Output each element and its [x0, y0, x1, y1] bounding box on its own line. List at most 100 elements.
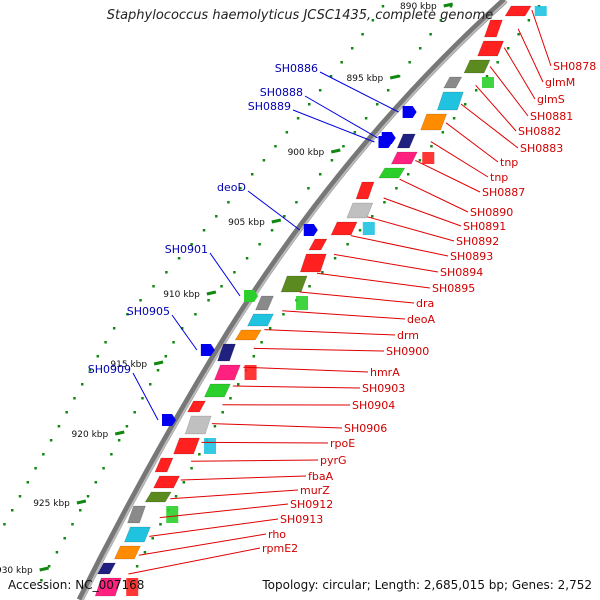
- gene-feature: [127, 505, 146, 524]
- track-dot: [42, 453, 45, 456]
- track-dot: [329, 75, 333, 78]
- red-leader-line: [430, 141, 489, 178]
- gene-label-forward: SH0878: [553, 60, 596, 73]
- track-dot: [182, 481, 186, 484]
- track-dot: [190, 243, 193, 246]
- blue-leader-line: [132, 372, 159, 421]
- gene-feature: [214, 364, 241, 381]
- tick-mark: [114, 430, 125, 436]
- track-dot: [94, 481, 98, 484]
- track-dot: [381, 5, 385, 8]
- red-leader-line: [138, 533, 267, 556]
- track-dot: [63, 537, 66, 540]
- track-dot: [295, 201, 298, 204]
- track-dot: [227, 201, 230, 204]
- genome-backbone: [76, 0, 508, 600]
- track-dot: [156, 369, 160, 372]
- gene-label-reverse: SH0905: [127, 305, 170, 318]
- gene-label-forward: tnp: [500, 156, 518, 169]
- red-leader-line: [460, 103, 519, 149]
- gene-label-reverse: deoD: [217, 181, 246, 194]
- track-dot: [474, 89, 478, 92]
- track-dot: [307, 187, 310, 190]
- gene-label-reverse: SH0889: [248, 100, 291, 113]
- track-dot: [71, 523, 74, 526]
- blue-leader-line: [292, 109, 375, 143]
- track-dot: [180, 327, 184, 330]
- track-dot: [346, 243, 349, 246]
- gene-label-forward: SH0894: [440, 266, 483, 279]
- track-dot: [361, 33, 364, 36]
- red-leader-line: [333, 253, 439, 273]
- gene-feature-outer: [126, 578, 139, 596]
- gene-feature: [247, 313, 274, 327]
- track-dot: [418, 159, 422, 162]
- gene-label-forward: glmM: [545, 76, 575, 89]
- gene-label-forward: drm: [397, 329, 419, 342]
- gene-feature: [390, 151, 418, 165]
- track-dot: [110, 453, 113, 456]
- track-dot: [296, 117, 300, 120]
- gene-label-forward: SH0903: [362, 382, 405, 395]
- track-dot: [96, 355, 100, 358]
- track-dot: [270, 229, 274, 232]
- gene-feature: [378, 167, 406, 179]
- blue-leader-line: [171, 314, 198, 351]
- track-dot: [202, 229, 206, 232]
- tick-label: 905 kbp: [228, 218, 265, 228]
- backbone-line: [76, 0, 508, 600]
- reverse-gene-feature: [244, 290, 259, 302]
- gene-label-forward: SH0887: [482, 186, 525, 199]
- red-leader-line: [415, 159, 481, 193]
- tick-mark: [206, 290, 217, 296]
- red-leader-line: [253, 347, 385, 352]
- red-leader-line: [350, 235, 449, 257]
- track-dot: [308, 285, 311, 288]
- red-leader-line: [149, 518, 279, 537]
- track-dot: [429, 33, 432, 36]
- track-dot: [47, 565, 51, 568]
- track-dot: [318, 89, 322, 92]
- gene-label-forward: SH0891: [463, 220, 506, 233]
- gene-feature: [217, 343, 236, 362]
- tick-label: 915 kbp: [110, 360, 147, 370]
- track-dot: [371, 215, 374, 218]
- gene-label-forward: SH0900: [386, 345, 429, 358]
- track-dot: [527, 19, 531, 22]
- track-dot: [221, 411, 224, 414]
- gene-label-forward: murZ: [300, 484, 330, 497]
- track-dot: [395, 187, 398, 190]
- gene-label-forward: SH0883: [520, 142, 563, 155]
- track-dot: [65, 411, 68, 414]
- track-dot: [49, 439, 53, 442]
- red-leader-line: [128, 547, 261, 575]
- track-dot: [141, 397, 144, 400]
- track-dot: [506, 47, 510, 50]
- gene-feature: [203, 383, 231, 398]
- gene-feature: [477, 40, 504, 57]
- gene-feature: [299, 253, 327, 273]
- track-dot: [177, 257, 181, 260]
- track-dot: [463, 103, 467, 106]
- red-leader-line: [399, 178, 469, 213]
- track-dot: [350, 47, 354, 50]
- tick-label: 900 kbp: [288, 148, 325, 158]
- track-dot: [285, 131, 289, 134]
- gene-feature: [443, 76, 463, 89]
- gene-label-forward: SH0904: [352, 399, 395, 412]
- track-dot: [11, 509, 14, 512]
- tick-mark: [76, 499, 87, 505]
- track-dot: [79, 509, 82, 512]
- track-dot: [485, 75, 489, 78]
- gene-features: [94, 5, 547, 597]
- track-dot: [198, 453, 201, 456]
- accession-text: Accession: NC_007168: [8, 578, 145, 592]
- red-leader-line: [243, 366, 369, 373]
- reverse-gene-feature: [303, 224, 318, 236]
- blue-leader-line: [304, 95, 378, 139]
- gene-label-forward: hmrA: [370, 366, 400, 379]
- gene-feature: [187, 400, 206, 413]
- red-leader-line: [383, 197, 462, 227]
- tick-mark: [271, 218, 282, 224]
- track-dot: [375, 103, 379, 106]
